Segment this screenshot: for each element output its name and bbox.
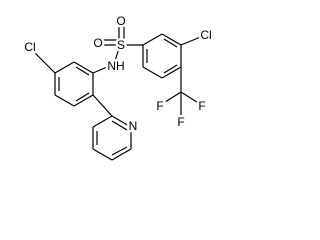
atom-label: S bbox=[117, 38, 125, 52]
bonds bbox=[31, 23, 204, 161]
atom-label: Cl bbox=[200, 28, 211, 42]
atom-label: F bbox=[156, 99, 163, 113]
atom-label: NH bbox=[107, 59, 124, 73]
atom-label: Cl bbox=[24, 40, 35, 54]
molecule-diagram: Cl NH S O O Cl F F F N bbox=[24, 14, 212, 161]
atom-label: O bbox=[116, 14, 125, 28]
atom-label: O bbox=[93, 36, 102, 50]
atom-label: F bbox=[198, 99, 205, 113]
atom-label: F bbox=[177, 115, 184, 129]
atom-label: N bbox=[129, 119, 138, 133]
